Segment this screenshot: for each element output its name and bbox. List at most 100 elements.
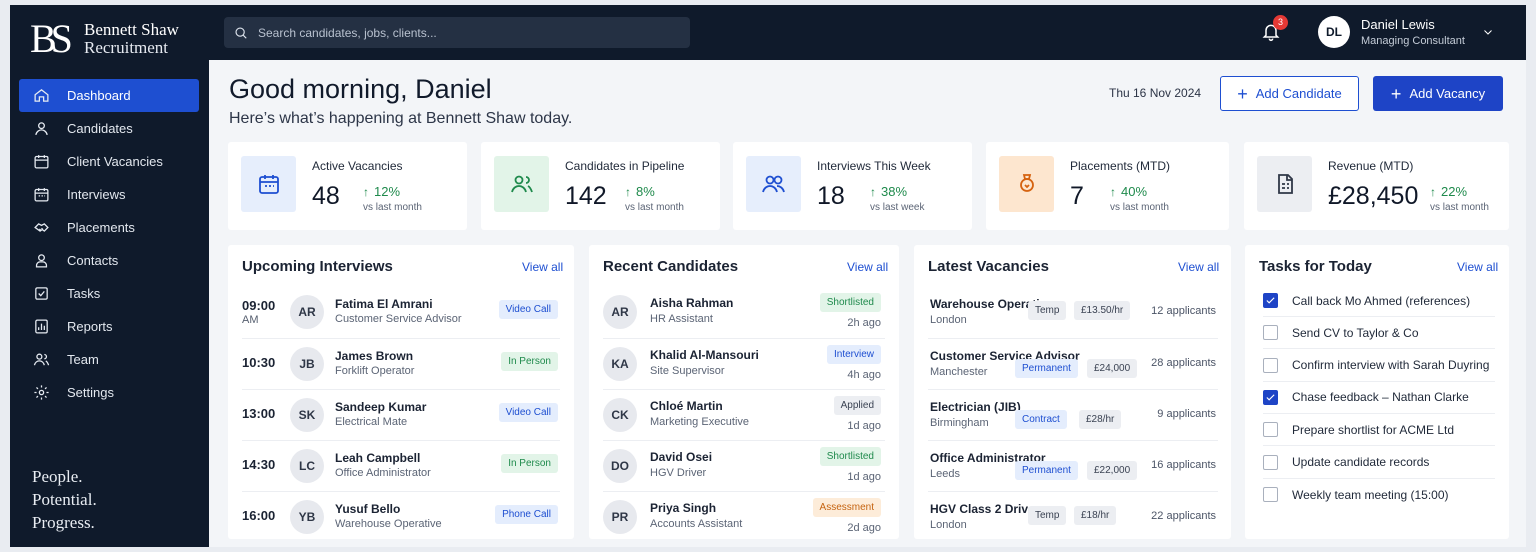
task-item[interactable]: Weekly team meeting (15:00) <box>1263 479 1495 511</box>
kpi-label: Candidates in Pipeline <box>565 159 685 173</box>
sidebar-item-tasks[interactable]: Tasks <box>19 277 199 310</box>
interview-type-badge: In Person <box>501 454 558 473</box>
task-checkbox[interactable] <box>1263 422 1278 438</box>
vacancy-row[interactable]: Office Administrator Leeds Permanent £22,00… <box>928 440 1218 491</box>
task-checkbox[interactable] <box>1263 293 1278 308</box>
status-badge: Shortlisted <box>819 447 881 466</box>
task-checkbox[interactable] <box>1263 487 1278 503</box>
interview-row[interactable]: 13:00 SK Sandeep Kumar Electrical Mate Video… <box>242 389 560 440</box>
search-input[interactable] <box>258 25 658 40</box>
task-item[interactable]: Confirm interview with Sarah Duyring <box>1263 350 1495 382</box>
task-item[interactable]: Chase feedback – Nathan Clarke <box>1263 382 1495 414</box>
interview-row[interactable]: 09:00 AM AR Fatima El Amrani Customer Servic… <box>242 287 560 338</box>
kpi-period: vs last month <box>1430 202 1489 213</box>
pay-badge: £18/hr <box>1074 506 1117 525</box>
interview-row[interactable]: 16:00 YB Yusuf Bello Warehouse Operative Pho… <box>242 491 560 542</box>
vacancy-row[interactable]: HGV Class 2 Driver London Temp £18/hr 22 app… <box>928 491 1218 542</box>
kpi-card[interactable]: Revenue (MTD) £28,450 ↑ 22% vs last month <box>1244 142 1509 230</box>
task-checkbox[interactable] <box>1263 389 1278 405</box>
interview-row[interactable]: 10:30 JB James Brown Forklift Operator In Pe… <box>242 338 560 389</box>
card-title: Latest Vacancies <box>928 258 1049 275</box>
time-ago: 2h ago <box>847 317 881 329</box>
notification-badge: 3 <box>1273 15 1288 30</box>
task-checkbox[interactable] <box>1263 357 1278 373</box>
candidate-row[interactable]: CK Chloé Martin Marketing Executive Applied… <box>603 389 885 440</box>
sidebar-item-candidates[interactable]: Candidates <box>19 112 199 145</box>
search-bar[interactable] <box>224 17 690 48</box>
applicant-count: 28 applicants <box>1151 357 1216 369</box>
sidebar-item-placements[interactable]: Placements <box>19 211 199 244</box>
kpi-card[interactable]: Candidates in Pipeline 142 ↑ 8% vs last mont… <box>481 142 720 230</box>
main-content: Good morning, Daniel Here’s what’s happe… <box>209 60 1526 547</box>
card-title: Tasks for Today <box>1259 258 1372 275</box>
kpi-icon-tile <box>1257 156 1312 212</box>
candidate-row[interactable]: DO David Osei HGV Driver Shortlisted 1d ago <box>603 440 885 491</box>
kpi-value: £28,450 <box>1328 182 1419 210</box>
search-icon <box>235 26 247 39</box>
view-all-link[interactable]: View all <box>1457 260 1499 274</box>
kpi-card[interactable]: Placements (MTD) 7 ↑ 40% vs last month <box>986 142 1229 230</box>
view-all-link[interactable]: View all <box>1178 260 1220 274</box>
sidebar-item-team[interactable]: Team <box>19 343 199 376</box>
sidebar-item-client-vacancies[interactable]: Client Vacancies <box>19 145 199 178</box>
avatar: DO <box>603 449 637 483</box>
user-menu[interactable]: DL Daniel Lewis Managing Consultant <box>1318 16 1465 48</box>
interview-row[interactable]: 14:30 LC Leah Campbell Office Administrator… <box>242 440 560 491</box>
candidate-row[interactable]: KA Khalid Al-Mansouri Site Supervisor Inter… <box>603 338 885 389</box>
avatar: AR <box>603 295 637 329</box>
users-icon <box>510 175 533 193</box>
view-all-link[interactable]: View all <box>522 260 564 274</box>
upcoming-interviews-card: Upcoming Interviews View all 09:00 AM AR Fa… <box>228 245 574 539</box>
task-item[interactable]: Update candidate records <box>1263 447 1495 479</box>
page-title: Good morning, Daniel <box>229 74 492 104</box>
candidate-name: Sandeep Kumar <box>335 400 427 414</box>
candidate-role: HGV Driver <box>650 467 707 479</box>
vacancy-row[interactable]: Electrician (JIB) Birmingham Contract £28/h… <box>928 389 1218 440</box>
page-subtitle: Here’s what’s happening at Bennett Shaw … <box>229 110 573 127</box>
candidate-role: Marketing Executive <box>650 416 750 428</box>
task-checkbox[interactable] <box>1263 454 1278 470</box>
candidate-row[interactable]: PR Priya Singh Accounts Assistant Assessmen… <box>603 491 885 542</box>
candidate-name: Chloé Martin <box>650 399 723 413</box>
task-item[interactable]: Call back Mo Ahmed (references) <box>1263 285 1495 317</box>
chart-icon <box>35 319 48 334</box>
kpi-card[interactable]: Active Vacancies 48 ↑ 12% vs last month <box>228 142 467 230</box>
add-vacancy-button[interactable]: + Add Vacancy <box>1373 76 1503 111</box>
avatar: LC <box>290 449 324 483</box>
tagline: People. Potential. Progress. <box>32 467 97 532</box>
kpi-value: 7 <box>1070 182 1084 210</box>
vacancy-row[interactable]: Customer Service Advisor Manchester Perman… <box>928 338 1218 389</box>
sidebar-item-interviews[interactable]: Interviews <box>19 178 199 211</box>
chevron-down-icon[interactable] <box>1482 26 1494 38</box>
brand-logo[interactable]: BS Bennett Shaw Recruitment <box>30 19 179 59</box>
vacancy-row[interactable]: Warehouse Operative London Temp £13.50/hr 12… <box>928 287 1218 338</box>
sidebar-item-settings[interactable]: Settings <box>19 376 199 409</box>
candidate-role: HR Assistant <box>650 313 713 325</box>
kpi-value: 48 <box>312 182 340 210</box>
task-checkbox[interactable] <box>1263 325 1278 341</box>
avatar: DL <box>1318 16 1350 48</box>
view-all-link[interactable]: View all <box>847 260 889 274</box>
sidebar-item-label: Contacts <box>67 253 119 268</box>
sidebar-item-contacts[interactable]: Contacts <box>19 244 199 277</box>
status-badge: Interview <box>826 345 881 364</box>
kpi-period: vs last month <box>1110 202 1169 213</box>
arrow-up-icon: ↑ <box>363 185 369 199</box>
applicant-count: 12 applicants <box>1151 305 1216 317</box>
task-item[interactable]: Send CV to Taylor & Co <box>1263 317 1495 350</box>
candidate-row[interactable]: AR Aisha Rahman HR Assistant Shortlisted 2h … <box>603 287 885 338</box>
avatar: CK <box>603 398 637 432</box>
arrow-up-icon: ↑ <box>870 185 876 199</box>
avatar: YB <box>290 500 324 534</box>
card-title: Recent Candidates <box>603 258 739 275</box>
task-item[interactable]: Prepare shortlist for ACME Ltd <box>1263 414 1495 447</box>
card-title: Upcoming Interviews <box>242 258 393 275</box>
task-label: Send CV to Taylor & Co <box>1292 325 1419 340</box>
sidebar-item-dashboard[interactable]: Dashboard <box>19 79 199 112</box>
calendar-icon <box>34 188 49 202</box>
sidebar-item-reports[interactable]: Reports <box>19 310 199 343</box>
notifications-button[interactable]: 3 <box>1261 15 1288 45</box>
add-candidate-button[interactable]: + Add Candidate <box>1220 76 1359 111</box>
sidebar-item-label: Interviews <box>67 187 126 202</box>
kpi-card[interactable]: Interviews This Week 18 ↑ 38% vs last week <box>733 142 972 230</box>
